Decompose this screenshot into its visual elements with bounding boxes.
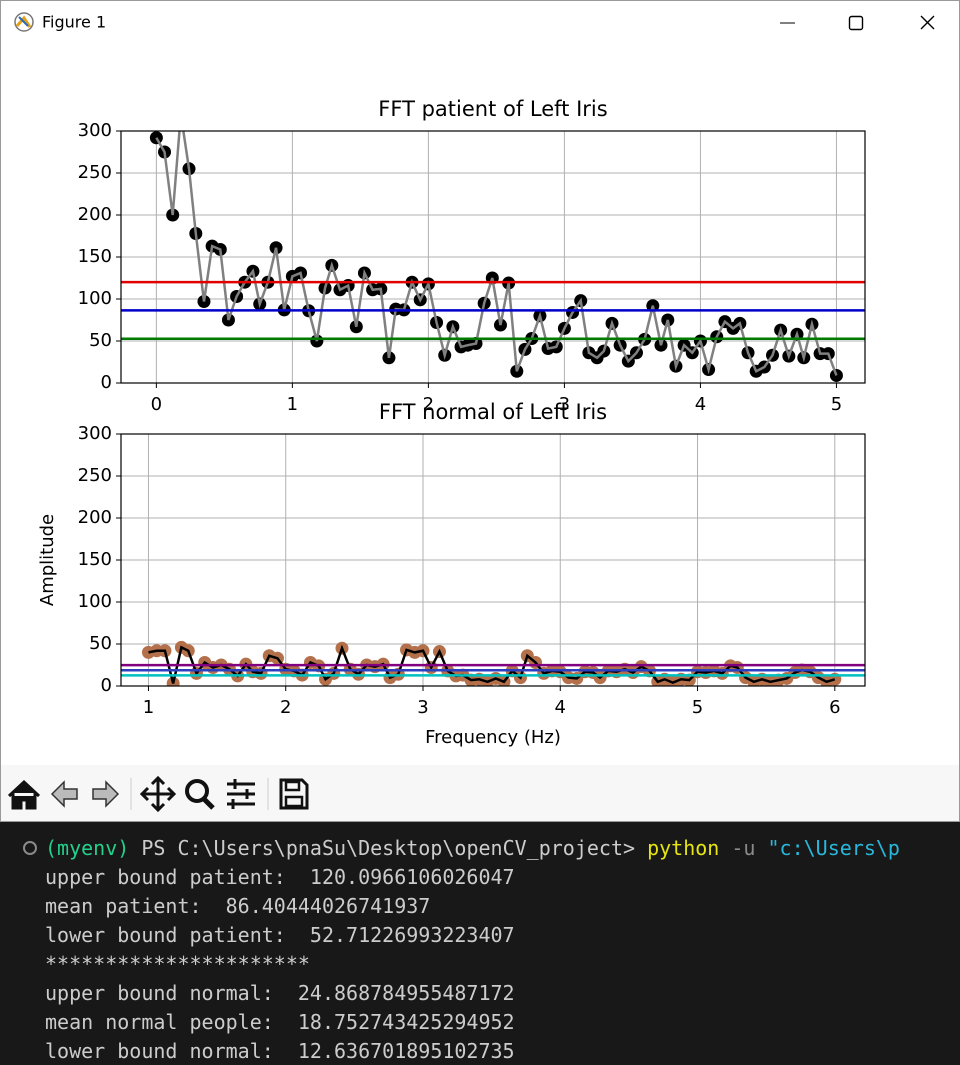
plot-area — [121, 640, 865, 686]
home-button[interactable] — [7, 779, 41, 810]
prompt-env: (myenv) — [45, 836, 130, 860]
terminal-output-line: mean normal people: 18.752743425294952 — [45, 1010, 515, 1034]
x-tick-label: 1 — [143, 697, 154, 718]
chart-title: FFT normal of Left Iris — [379, 400, 607, 424]
x-tick-label: 3 — [559, 394, 570, 415]
terminal-output-line: mean patient: 86.40444026741937 — [45, 894, 431, 918]
terminal-output-line: ********************** — [45, 952, 310, 976]
close-button[interactable] — [920, 15, 935, 30]
terminal-output-line: lower bound normal: 12.636701895102735 — [45, 1039, 515, 1063]
forward-button[interactable] — [92, 780, 120, 808]
chart-title: FFT patient of Left Iris — [378, 97, 607, 121]
configure-button[interactable] — [227, 779, 255, 809]
pan-button[interactable] — [139, 775, 177, 813]
prompt-status-icon — [23, 841, 37, 855]
x-tick-label: 4 — [555, 697, 566, 718]
app-icon — [14, 12, 34, 32]
axes-frame — [120, 130, 866, 384]
x-tick-label: 4 — [695, 394, 706, 415]
y-tick-label: 0 — [101, 675, 112, 696]
y-tick-label: 50 — [89, 330, 112, 351]
terminal-output-line: upper bound normal: 24.868784955487172 — [45, 981, 515, 1005]
zoom-button[interactable] — [185, 779, 215, 810]
maximize-button[interactable] — [848, 15, 864, 31]
prompt-line: (myenv) PS C:\Users\pnaSu\Desktop\openCV… — [45, 834, 900, 863]
plot-area — [121, 131, 865, 382]
terminal: (myenv) PS C:\Users\pnaSu\Desktop\openCV… — [0, 822, 960, 1065]
prompt-path: PS C:\Users\pnaSu\Desktop\openCV_project… — [141, 836, 636, 860]
y-tick-label: 300 — [78, 120, 112, 141]
terminal-output-line: upper bound patient: 120.0966106026047 — [45, 865, 515, 889]
window-title: Figure 1 — [42, 13, 106, 32]
y-tick-label: 50 — [89, 633, 112, 654]
x-tick-label: 2 — [280, 697, 291, 718]
y-tick-label: 200 — [78, 507, 112, 528]
save-button[interactable] — [279, 778, 309, 810]
y-axis-label: Amplitude — [37, 514, 58, 606]
terminal-output-line: lower bound patient: 52.71226993223407 — [45, 923, 515, 947]
y-tick-label: 250 — [78, 162, 112, 183]
x-tick-label: 2 — [423, 394, 434, 415]
y-tick-label: 200 — [78, 204, 112, 225]
prompt-command: python — [647, 836, 720, 860]
y-tick-label: 300 — [78, 423, 112, 444]
y-tick-label: 100 — [78, 591, 112, 612]
axes-frame — [120, 433, 866, 687]
x-tick-label: 5 — [692, 697, 703, 718]
data-line — [155, 131, 838, 376]
y-tick-label: 150 — [78, 246, 112, 267]
y-tick-label: 150 — [78, 549, 112, 570]
prompt-argument: "c:\Users\p — [767, 836, 900, 860]
x-axis-label: Frequency (Hz) — [425, 727, 561, 748]
x-tick-label: 5 — [831, 394, 842, 415]
x-tick-label: 3 — [417, 697, 428, 718]
back-button[interactable] — [50, 780, 78, 808]
y-tick-label: 100 — [78, 288, 112, 309]
y-tick-label: 0 — [101, 372, 112, 393]
x-tick-label: 1 — [287, 394, 298, 415]
prompt-flag: -u — [731, 836, 756, 860]
y-tick-label: 250 — [78, 465, 112, 486]
x-tick-label: 6 — [829, 697, 840, 718]
x-tick-label: 0 — [151, 394, 162, 415]
